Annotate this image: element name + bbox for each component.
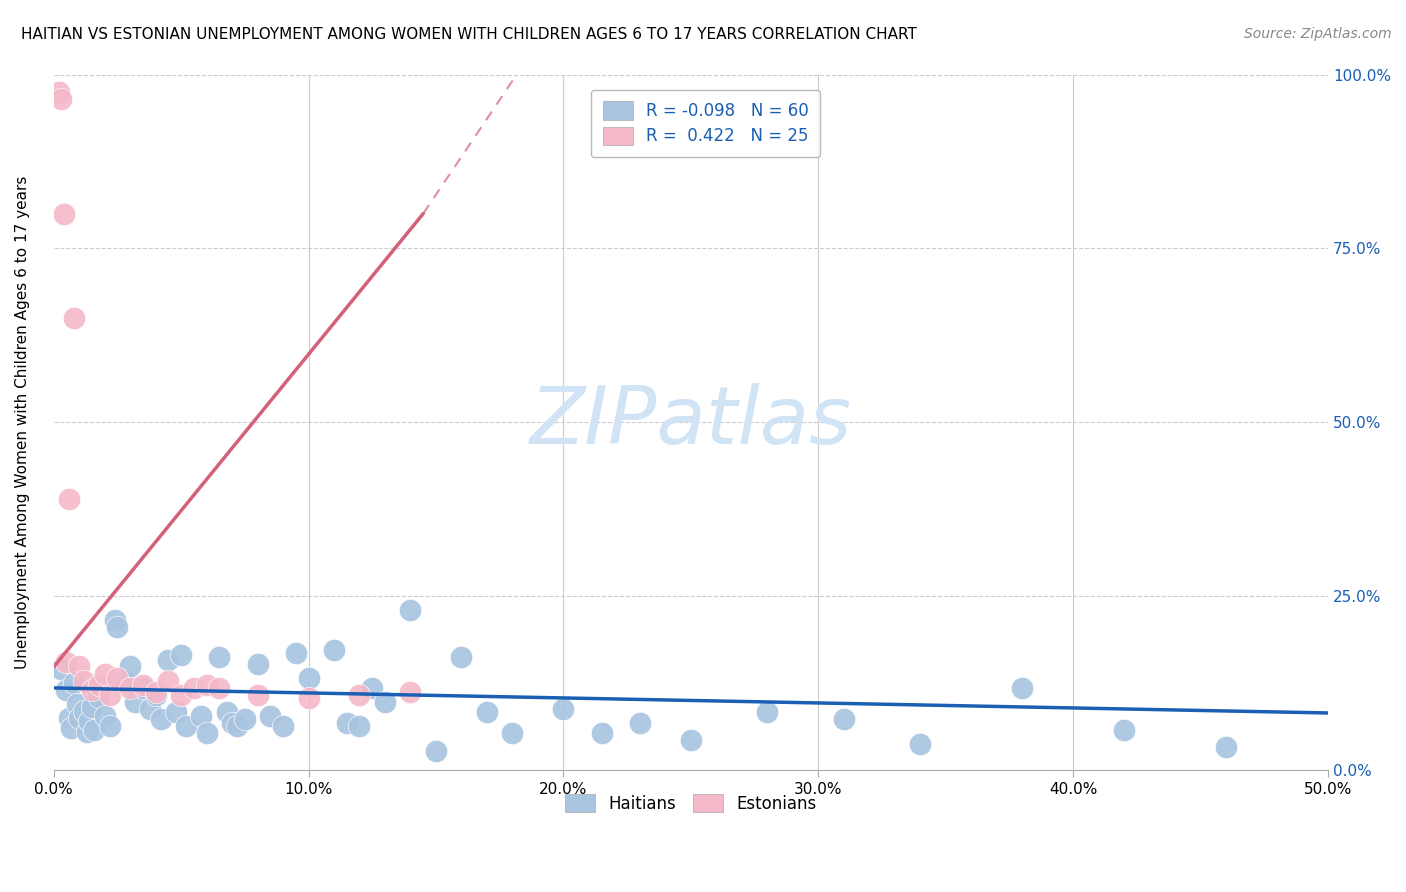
Point: [67, 711, 90, 725]
Point: [284, 646, 307, 660]
Point: [52, 206, 75, 220]
Point: [89, 678, 111, 692]
Point: [361, 681, 384, 695]
Point: [501, 726, 523, 740]
Text: Source: ZipAtlas.com: Source: ZipAtlas.com: [1244, 27, 1392, 41]
Point: [104, 614, 127, 628]
Point: [1011, 681, 1033, 695]
Point: [145, 688, 167, 702]
Point: [55, 655, 77, 669]
Point: [832, 712, 855, 726]
Point: [226, 719, 249, 733]
Point: [80, 683, 103, 698]
Point: [246, 688, 269, 702]
Point: [132, 681, 155, 695]
Point: [271, 719, 294, 733]
Point: [120, 681, 142, 695]
Point: [105, 620, 128, 634]
Point: [105, 671, 128, 685]
Point: [628, 715, 651, 730]
Point: [124, 695, 146, 709]
Point: [233, 712, 256, 726]
Point: [170, 648, 193, 663]
Point: [114, 673, 136, 688]
Point: [215, 706, 238, 720]
Point: [756, 706, 779, 720]
Point: [73, 673, 96, 688]
Point: [76, 724, 98, 739]
Point: [139, 702, 162, 716]
Point: [58, 491, 80, 506]
Point: [73, 704, 96, 718]
Point: [149, 712, 172, 726]
Point: [58, 711, 80, 725]
Text: ZIPatlas: ZIPatlas: [530, 384, 852, 461]
Point: [93, 667, 115, 681]
Point: [221, 715, 243, 730]
Point: [323, 643, 346, 657]
Legend: Haitians, Estonians: Haitians, Estonians: [554, 782, 828, 824]
Point: [83, 723, 105, 737]
Point: [399, 685, 422, 699]
Point: [98, 688, 121, 702]
Point: [48, 85, 70, 99]
Point: [349, 719, 371, 733]
Point: [450, 650, 472, 665]
Point: [60, 721, 83, 735]
Point: [208, 650, 231, 665]
Point: [425, 743, 447, 757]
Point: [259, 708, 281, 723]
Text: HAITIAN VS ESTONIAN UNEMPLOYMENT AMONG WOMEN WITH CHILDREN AGES 6 TO 17 YEARS CO: HAITIAN VS ESTONIAN UNEMPLOYMENT AMONG W…: [21, 27, 917, 42]
Point: [336, 715, 359, 730]
Point: [165, 706, 187, 720]
Point: [98, 719, 121, 733]
Point: [246, 657, 269, 672]
Point: [195, 678, 218, 692]
Point: [89, 690, 111, 704]
Point: [174, 719, 197, 733]
Point: [1114, 723, 1136, 737]
Point: [51, 92, 73, 106]
Point: [120, 658, 142, 673]
Point: [67, 658, 90, 673]
Y-axis label: Unemployment Among Women with Children Ages 6 to 17 years: Unemployment Among Women with Children A…: [15, 176, 30, 669]
Point: [170, 688, 193, 702]
Point: [183, 681, 205, 695]
Point: [679, 733, 702, 747]
Point: [80, 700, 103, 714]
Point: [63, 310, 86, 325]
Point: [157, 673, 180, 688]
Point: [132, 678, 155, 692]
Point: [93, 708, 115, 723]
Point: [79, 714, 101, 729]
Point: [297, 691, 319, 706]
Point: [1215, 739, 1237, 754]
Point: [910, 737, 932, 751]
Point: [591, 726, 613, 740]
Point: [374, 695, 396, 709]
Point: [297, 671, 319, 685]
Point: [65, 697, 87, 711]
Point: [190, 708, 212, 723]
Point: [51, 662, 73, 676]
Point: [475, 706, 498, 720]
Point: [553, 702, 575, 716]
Point: [399, 603, 422, 617]
Point: [349, 688, 371, 702]
Point: [55, 683, 77, 698]
Point: [195, 726, 218, 740]
Point: [208, 681, 231, 695]
Point: [145, 685, 167, 699]
Point: [157, 653, 180, 667]
Point: [63, 676, 86, 690]
